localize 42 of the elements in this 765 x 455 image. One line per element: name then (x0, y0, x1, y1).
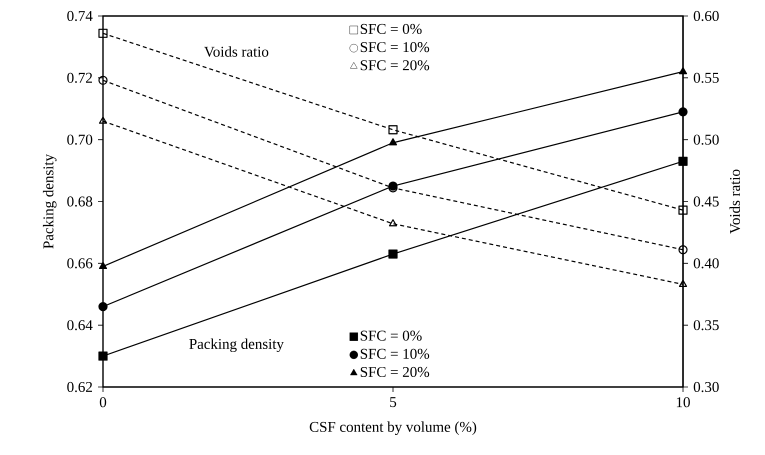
point (388, 249, 398, 259)
x-tick-label: 10 (676, 397, 690, 408)
legend-label: SFC = 20% (360, 60, 430, 70)
annotation: Packing density (189, 338, 284, 352)
point (388, 138, 398, 146)
y2-tick-label: 0.35 (694, 320, 719, 330)
point (388, 219, 398, 226)
x-tick-label: 5 (390, 397, 396, 408)
point (98, 76, 108, 85)
point (98, 262, 108, 270)
point (678, 245, 688, 254)
y2-tick-label: 0.30 (694, 382, 719, 392)
annotation: Voids ratio (204, 46, 268, 57)
y2-tick-label: 0.55 (694, 72, 719, 83)
y-tick-label: 0.68 (67, 196, 92, 207)
y-tick-label: 0.66 (67, 258, 92, 268)
legend-label: SFC = 10% (360, 348, 430, 359)
y2-tick-label: 0.60 (694, 10, 719, 22)
legend-label: SFC = 0% (360, 24, 422, 34)
y2-tick-label: 0.40 (694, 258, 719, 268)
y-tick-label: 0.74 (67, 10, 93, 22)
y2-tick-label: 0.50 (694, 134, 719, 145)
point (678, 206, 688, 215)
point (388, 125, 398, 134)
legend-label: SFC = 0% (360, 330, 422, 341)
point (98, 351, 108, 361)
y-tick-label: 0.72 (67, 72, 92, 83)
y-axis-title: Packing density (42, 154, 56, 249)
legend-label: SFC = 20% (360, 366, 430, 378)
y-tick-label: 0.64 (67, 320, 93, 330)
point (98, 116, 108, 124)
y-tick-label: 0.62 (67, 382, 92, 392)
x-tick-label: 0 (100, 397, 106, 408)
point (678, 280, 688, 287)
point (98, 302, 108, 312)
point (98, 28, 108, 38)
legend-label: SFC = 10% (360, 42, 430, 52)
x-axis-title: CSF content by volume (%) (310, 421, 476, 436)
y2-axis-title: Voids ratio (730, 170, 740, 234)
y2-tick-label: 0.45 (694, 196, 719, 207)
point (678, 156, 688, 166)
y-tick-label: 0.70 (67, 134, 92, 145)
